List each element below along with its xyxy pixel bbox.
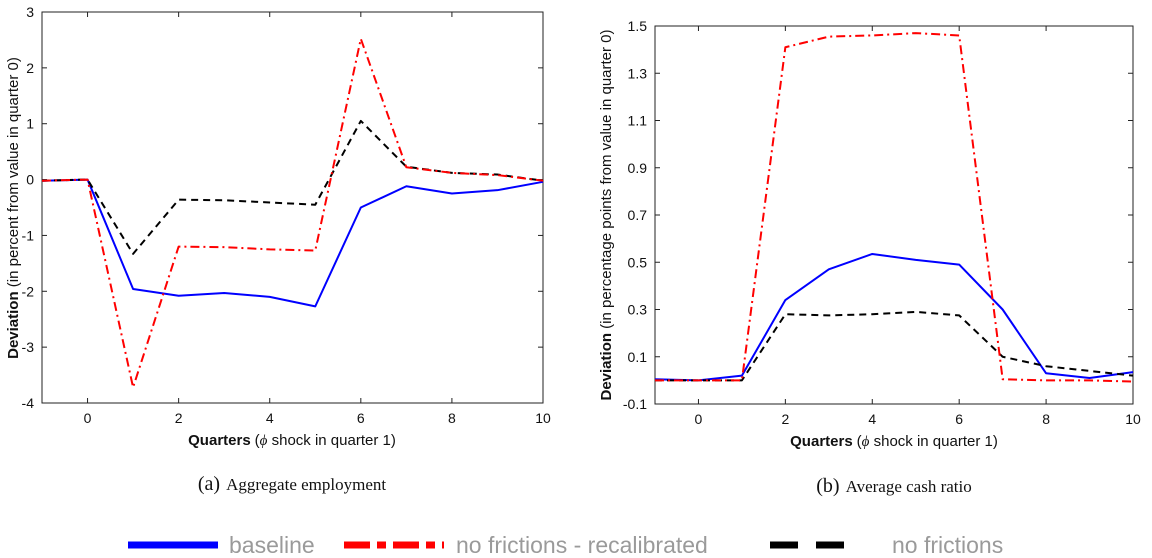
x-axis-label-paren: ( [255,432,260,449]
x-tick-label: 2 [781,411,789,427]
legend-label-baseline: baseline [229,532,315,558]
y-tick-label: 1.5 [628,18,648,34]
y-tick-label: -0.1 [623,396,647,412]
y-tick-label: -2 [22,283,35,299]
x-tick-label: 4 [868,411,876,427]
y-axis-label-bold: Deviation [5,291,22,359]
x-tick-label: 10 [1125,411,1141,427]
y-tick-label: 1.3 [628,65,648,81]
y-tick-label: 0 [26,172,34,188]
x-ticks-a: 0 2 4 6 8 10 [84,12,551,426]
y-tick-label: -3 [22,339,35,355]
caption-text: Aggregate employment [226,475,386,494]
y-tick-label: 0.1 [628,349,648,365]
plot-frame-a [41,11,544,404]
y-tick-label: 2 [26,60,34,76]
y-axis-label-rest: (in percent from value in quarter 0) [5,57,22,291]
series-lines-b [654,32,1134,383]
y-tick-label: 0.5 [628,254,648,270]
legend-label-recal: no frictions - recalibrated [456,532,708,558]
x-axis-label-symbol: ϕ [260,433,268,449]
y-ticks-a: 3 2 1 0 -1 -2 -3 -4 [22,4,543,411]
x-axis-label-bold: Quarters [188,432,251,449]
y-tick-label: 0.3 [628,302,648,318]
y-ticks-b: 1.5 1.3 1.1 0.9 0.7 0.5 0.3 0.1 -0.1 [623,18,1133,412]
x-ticks-b: 0 2 4 6 8 10 [695,26,1141,427]
series-line-no-frictions [41,119,544,255]
x-tick-label: 8 [448,410,456,426]
caption-b: (b) Average cash ratio [816,475,972,497]
x-axis-label-symbol: ϕ [862,434,870,450]
x-axis-label-rest: shock in quarter 1) [267,432,395,449]
series-line-baseline [41,178,544,308]
series-line-baseline [654,252,1134,382]
y-tick-label: 0.9 [628,160,648,176]
series-lines-a [41,37,544,389]
y-axis-label-rest: (in percentage points from value in quar… [598,29,615,333]
x-axis-label-paren: ( [857,433,862,450]
y-axis-label-bold: Deviation [598,333,615,401]
x-tick-label: 0 [695,411,703,427]
panel-b: 1.5 1.3 1.1 0.9 0.7 0.5 0.3 0.1 -0.1 0 2 4 6 8 10 Dev… [598,18,1141,497]
caption-letter: (b) [816,475,839,497]
legend-label-nofric: no frictions [892,532,1003,558]
x-axis-label-bold: Quarters [790,433,853,450]
y-tick-label: -4 [22,395,35,411]
x-tick-label: 6 [955,411,963,427]
caption-text: Average cash ratio [846,477,972,496]
y-tick-label: 1 [26,116,34,132]
caption-a: (a) Aggregate employment [198,473,387,495]
x-tick-label: 4 [266,410,274,426]
y-axis-label-a: Deviation (in percent from value in quar… [5,57,22,359]
x-tick-label: 10 [535,410,551,426]
y-tick-label: 1.1 [628,113,648,129]
series-line-no-frictions-recalibrated [655,32,1134,383]
y-tick-label: 0.7 [628,207,648,223]
x-tick-label: 0 [84,410,92,426]
x-tick-label: 2 [175,410,183,426]
x-axis-label-rest: shock in quarter 1) [869,433,997,450]
series-line-no-frictions-recalibrated [41,37,544,389]
y-tick-label: 3 [26,4,34,20]
y-axis-label-b: Deviation (in percentage points from val… [598,29,615,400]
x-axis-label-a: Quarters (ϕ shock in quarter 1) [188,432,396,449]
series-line-no-frictions [655,310,1134,382]
y-tick-label: -1 [22,227,35,243]
legend: baseline no frictions - recalibrated no … [128,532,1003,558]
x-tick-label: 6 [357,410,365,426]
plot-frame-b [654,25,1134,405]
caption-letter: (a) [198,473,220,495]
x-tick-label: 8 [1042,411,1050,427]
x-axis-label-b: Quarters (ϕ shock in quarter 1) [790,433,998,450]
